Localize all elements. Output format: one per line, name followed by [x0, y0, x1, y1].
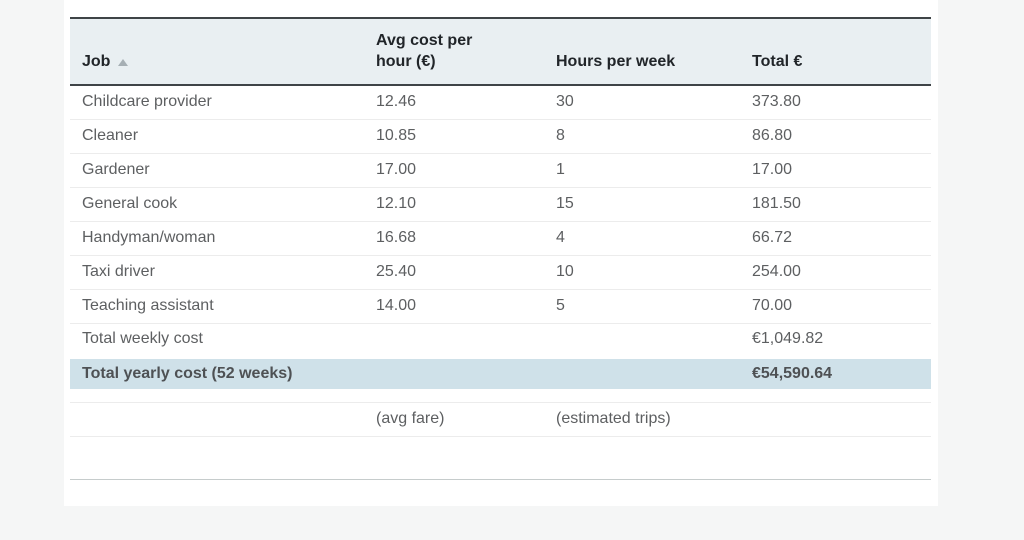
cell-job: Gardener: [70, 153, 364, 188]
total-yearly-row: Total yearly cost (52 weeks) €54,590.64: [70, 355, 931, 389]
cell-hours: 8: [544, 119, 740, 154]
cell-job: Handyman/woman: [70, 221, 364, 256]
cell-total: 181.50: [740, 187, 931, 222]
table-row: Gardener 17.00 1 17.00: [70, 153, 931, 188]
table-row: Childcare provider 12.46 30 373.80: [70, 85, 931, 120]
cell-avg-cost: 14.00: [364, 289, 544, 324]
column-header-hours-label: Hours per week: [556, 53, 676, 70]
cell-avg-cost: 17.00: [364, 153, 544, 188]
table-row: General cook 12.10 15 181.50: [70, 187, 931, 222]
cell-job: Cleaner: [70, 119, 364, 154]
cell-job: Teaching assistant: [70, 289, 364, 324]
total-yearly-label: Total yearly cost (52 weeks): [70, 355, 364, 389]
cell-job: Childcare provider: [70, 85, 364, 120]
footnote-row: (avg fare) (estimated trips): [70, 402, 931, 437]
cell-total: 17.00: [740, 153, 931, 188]
cell-hours: 15: [544, 187, 740, 222]
cell-hours: 5: [544, 289, 740, 324]
total-weekly-label: Total weekly cost: [70, 323, 364, 358]
spacer-row: [70, 389, 931, 403]
cell-hours: 10: [544, 255, 740, 290]
cell-avg-cost: 16.68: [364, 221, 544, 256]
spacer-cell: [70, 389, 931, 403]
cell-avg-cost: 25.40: [364, 255, 544, 290]
cell-job: Taxi driver: [70, 255, 364, 290]
empty-cell: [364, 323, 544, 358]
table-row: Teaching assistant 14.00 5 70.00: [70, 289, 931, 324]
spacer-row: [70, 436, 931, 480]
total-weekly-value: €1,049.82: [740, 323, 931, 358]
table-row: Handyman/woman 16.68 4 66.72: [70, 221, 931, 256]
empty-cell: [544, 355, 740, 389]
cell-hours: 1: [544, 153, 740, 188]
total-weekly-row: Total weekly cost €1,049.82: [70, 323, 931, 358]
cell-avg-cost: 10.85: [364, 119, 544, 154]
empty-cell: [740, 402, 931, 437]
table-row: Cleaner 10.85 8 86.80: [70, 119, 931, 154]
content-panel: Job Avg cost per hour (€) Hours per week…: [64, 0, 938, 506]
cell-hours: 4: [544, 221, 740, 256]
cell-total: 86.80: [740, 119, 931, 154]
cell-total: 254.00: [740, 255, 931, 290]
footnote-avg-fare: (avg fare): [364, 402, 544, 437]
sort-ascending-icon: [118, 59, 129, 66]
empty-cell: [70, 402, 364, 437]
empty-cell: [544, 323, 740, 358]
table-row: Taxi driver 25.40 10 254.00: [70, 255, 931, 290]
footnote-estimated-trips: (estimated trips): [544, 402, 740, 437]
column-header-avg-cost-label: Avg cost per hour (€): [376, 32, 473, 70]
header-row: Job Avg cost per hour (€) Hours per week…: [70, 17, 931, 86]
cell-job: General cook: [70, 187, 364, 222]
empty-cell: [364, 355, 544, 389]
column-header-hours[interactable]: Hours per week: [544, 17, 740, 86]
column-header-job[interactable]: Job: [70, 17, 364, 86]
cell-avg-cost: 12.10: [364, 187, 544, 222]
column-header-total[interactable]: Total €: [740, 17, 931, 86]
cell-total: 373.80: [740, 85, 931, 120]
cell-hours: 30: [544, 85, 740, 120]
column-header-avg-cost[interactable]: Avg cost per hour (€): [364, 17, 544, 86]
total-yearly-value: €54,590.64: [740, 355, 931, 389]
cell-avg-cost: 12.46: [364, 85, 544, 120]
cell-total: 66.72: [740, 221, 931, 256]
spacer-cell: [70, 436, 931, 480]
cell-total: 70.00: [740, 289, 931, 324]
column-header-job-label: Job: [82, 53, 111, 70]
column-header-total-label: Total €: [752, 53, 803, 70]
cost-table: Job Avg cost per hour (€) Hours per week…: [70, 17, 931, 480]
